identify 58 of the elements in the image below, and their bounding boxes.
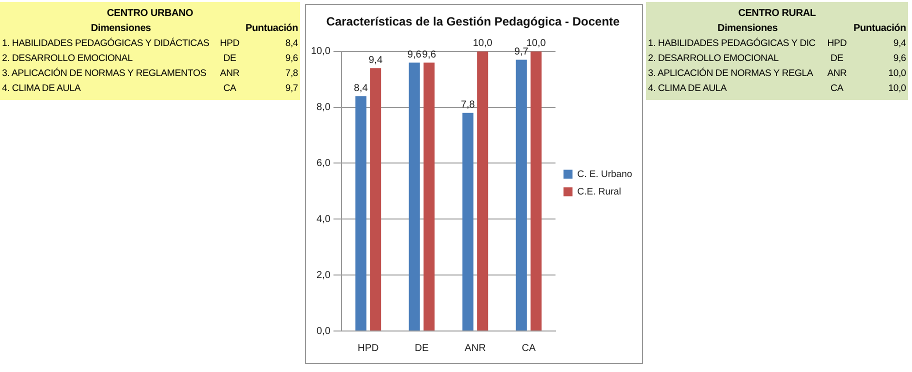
legend-label: C. E. Urbano <box>577 168 632 180</box>
text: 7,8 <box>284 67 299 81</box>
bar <box>462 112 474 330</box>
text: 9,4 <box>892 37 907 51</box>
text: Dimensiones <box>716 22 779 36</box>
text: 4. CLIMA DE AULA <box>1 82 82 96</box>
data-label: 9,4 <box>368 54 383 66</box>
x-tick-label: DE <box>414 342 429 354</box>
bar <box>424 62 435 330</box>
text: ANR <box>826 67 848 81</box>
text: Puntuación <box>244 22 299 36</box>
text: 3. APLICACIÓN DE NORMAS Y REGLA <box>647 66 814 81</box>
x-tick-label: HPD <box>358 342 379 354</box>
bar <box>516 60 527 330</box>
text: 2. DESARROLLO EMOCIONAL <box>647 52 780 66</box>
text: 2. DESARROLLO EMOCIONAL <box>1 52 134 66</box>
text: 9,6 <box>284 52 299 66</box>
text: HPD <box>826 37 848 51</box>
text: HPD <box>218 37 240 51</box>
text: DE <box>222 52 238 66</box>
text: DE <box>830 52 844 66</box>
text: CA <box>830 82 844 96</box>
text: CENTRO URBANO <box>106 7 194 21</box>
legend-label: C.E. Rural <box>577 186 622 198</box>
text: 1. HABILIDADES PEDAGÓGICAS Y DIDÁCTICAS <box>1 36 210 51</box>
data-label: 9,6 <box>422 49 436 60</box>
bar <box>370 68 382 330</box>
y-tick-label: 8,0 <box>316 102 331 114</box>
x-tick-label: ANR <box>464 342 486 354</box>
text: 10,0 <box>887 82 907 96</box>
chart-title: Características de la Gestión Pedagógica - Docente <box>326 14 620 29</box>
data-label: 8,4 <box>354 82 368 94</box>
text: 4. CLIMA DE AULA <box>647 82 728 96</box>
text: 8,4 <box>284 37 299 51</box>
text: 10,0 <box>887 67 907 81</box>
text: CENTRO RURAL <box>737 7 817 21</box>
text: ANR <box>218 67 240 81</box>
data-label: 10,0 <box>472 38 493 50</box>
text: 9,6 <box>892 52 907 66</box>
bar <box>477 51 488 330</box>
text: Dimensiones <box>90 22 152 36</box>
bar <box>530 51 542 330</box>
bar <box>408 62 420 330</box>
y-tick-label: 0,0 <box>316 326 331 337</box>
text: Puntuación <box>852 22 907 36</box>
y-tick-label: 10,0 <box>310 46 331 58</box>
y-tick-label: 2,0 <box>316 270 331 281</box>
x-tick-label: CA <box>522 342 536 354</box>
text: 9,7 <box>284 82 299 96</box>
bar <box>355 96 366 330</box>
data-label: 9,7 <box>514 46 529 58</box>
text: 1. HABILIDADES PEDAGÓGICAS Y DIC <box>647 36 816 51</box>
y-tick-label: 6,0 <box>316 158 331 169</box>
data-label: 9,6 <box>407 49 422 60</box>
text: CA <box>222 82 238 96</box>
y-tick-label: 4,0 <box>316 214 331 225</box>
text: 3. APLICACIÓN DE NORMAS Y REGLAMENTOS <box>1 66 208 81</box>
data-label: 7,8 <box>460 100 476 111</box>
